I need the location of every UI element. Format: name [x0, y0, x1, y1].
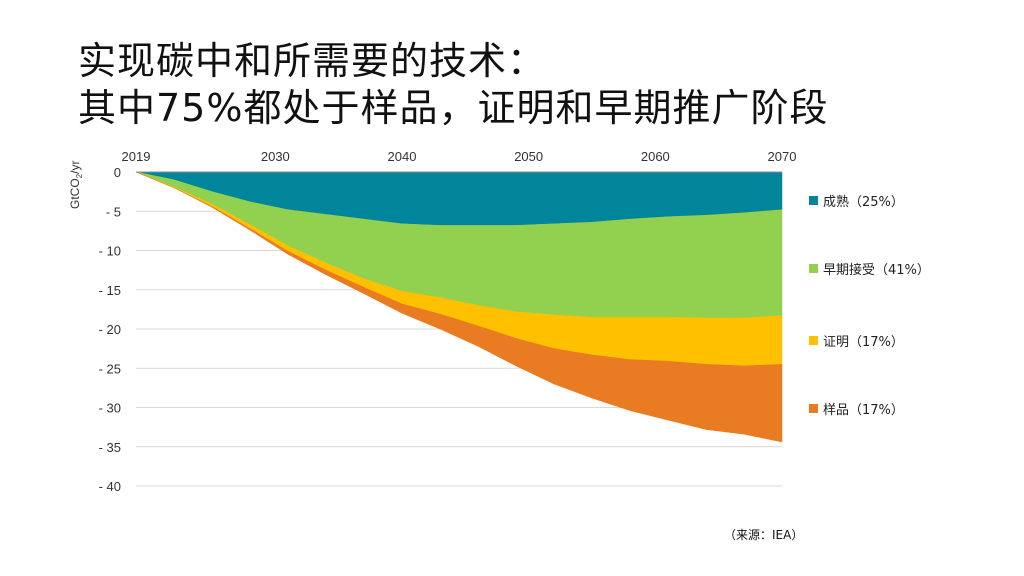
y-tick-label-0: 0 — [114, 165, 121, 180]
x-axis-ticks: 2019 2030 2040 2050 2060 2070 — [122, 149, 797, 164]
slide-title: 实现碳中和所需要的技术： 其中75%都处于样品，证明和早期推广阶段 — [78, 38, 828, 132]
y-tick-label-neg40: - 40 — [99, 479, 121, 494]
x-tick-label-2040: 2040 — [388, 149, 417, 164]
source-note: （来源：IEA） — [724, 528, 804, 542]
y-tick-label-neg30: - 30 — [99, 401, 121, 416]
x-tick-label-2070: 2070 — [768, 149, 797, 164]
y-tick-label-neg5: - 5 — [106, 204, 121, 219]
y-axis-label-unit: /yr — [68, 161, 82, 174]
legend-swatch-1 — [809, 196, 818, 205]
chart-areas — [135, 171, 783, 443]
y-tick-label-neg15: - 15 — [99, 283, 121, 298]
legend-label-3: 证明（17%） — [823, 335, 904, 350]
x-tick-label-2050: 2050 — [514, 149, 543, 164]
y-tick-label-neg25: - 25 — [99, 361, 121, 376]
legend-label-4: 样品（17%） — [823, 403, 904, 418]
chart-legend: 成熟（25%） 早期接受（41%） 证明（17%） 样品（17%） — [809, 194, 930, 418]
y-tick-label-neg10: - 10 — [99, 244, 121, 259]
x-tick-label-2019: 2019 — [122, 149, 151, 164]
legend-swatch-3 — [809, 336, 818, 345]
legend-label-1: 成熟（25%） — [823, 194, 904, 210]
y-tick-label-neg20: - 20 — [99, 322, 121, 337]
x-tick-label-2030: 2030 — [261, 149, 290, 164]
y-tick-label-neg35: - 35 — [99, 440, 121, 455]
slide-title-line-2: 其中75%都处于样品，证明和早期推广阶段 — [78, 86, 829, 130]
y-axis-ticks: 0 - 5 - 10 - 15 - 20 - 25 - 30 - 35 - 40 — [99, 165, 121, 494]
y-axis-label: GtCO2/yr — [68, 161, 84, 209]
legend-swatch-4 — [809, 404, 818, 413]
x-tick-label-2060: 2060 — [641, 149, 670, 164]
legend-swatch-2 — [809, 264, 818, 273]
slide-title-line-1: 实现碳中和所需要的技术： — [78, 39, 547, 83]
area-series-4 — [135, 171, 783, 443]
legend-label-2: 早期接受（41%） — [823, 262, 930, 278]
y-axis-label-subscript: 2 — [75, 173, 84, 178]
y-axis-label-main: GtCO — [68, 178, 82, 209]
